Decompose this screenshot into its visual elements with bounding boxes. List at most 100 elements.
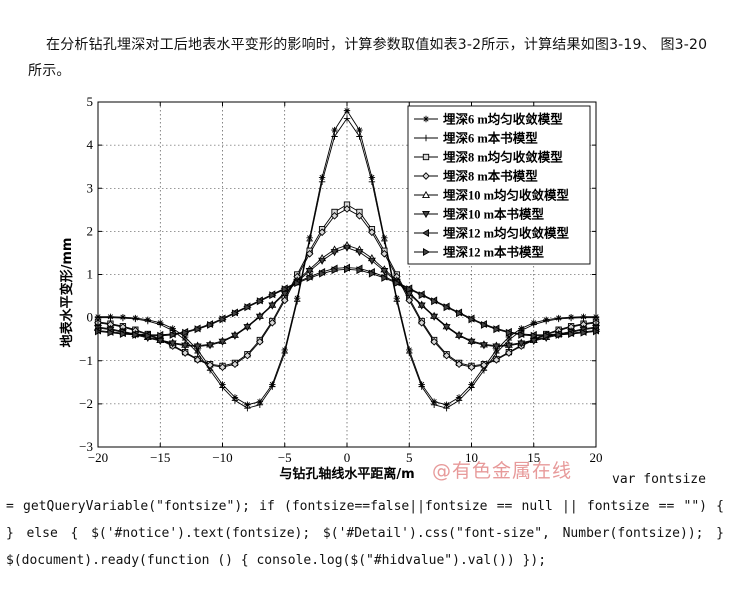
data-point	[356, 133, 363, 140]
data-point	[543, 317, 550, 325]
data-point	[417, 302, 426, 310]
x-tick-label: −10	[212, 450, 232, 465]
legend-item: 埋深6 m本书模型	[414, 131, 538, 146]
data-point	[231, 360, 239, 369]
data-point	[206, 342, 215, 350]
data-point	[244, 303, 252, 312]
data-point	[480, 320, 489, 329]
data-point	[493, 349, 500, 357]
data-point	[479, 342, 488, 350]
data-point	[530, 321, 537, 328]
legend-marker	[422, 134, 430, 142]
data-point	[343, 265, 352, 274]
data-point	[443, 404, 450, 412]
script-text-rest: = getQueryVariable("fontsize"); if (font…	[6, 499, 724, 568]
data-point	[281, 349, 288, 357]
data-point	[132, 315, 139, 323]
legend-label: 埋深6 m本书模型	[443, 131, 538, 146]
data-point	[157, 331, 165, 340]
y-tick-label: 1	[87, 267, 94, 282]
script-text: var fontsize = getQueryVariable("fontsiz…	[6, 466, 724, 574]
legend-item: 埋深6 m均匀收敛模型	[414, 112, 563, 127]
data-point	[306, 273, 314, 282]
legend-label: 埋深12 m本书模型	[443, 245, 545, 260]
data-point	[492, 343, 501, 351]
data-point	[430, 313, 439, 321]
data-point	[244, 401, 251, 408]
data-point	[543, 331, 551, 340]
data-point	[331, 126, 338, 134]
legend-label: 埋深10 m均匀收敛模型	[443, 188, 570, 203]
data-point	[368, 228, 376, 237]
data-point	[343, 205, 351, 213]
data-point	[107, 314, 114, 321]
data-point	[219, 384, 226, 391]
data-point	[381, 237, 388, 245]
data-point	[294, 298, 301, 305]
data-point	[318, 228, 326, 237]
legend-marker	[422, 190, 430, 199]
legend-item: 埋深8 m均匀收敛模型	[414, 150, 563, 165]
data-point	[231, 309, 240, 318]
legend-item: 埋深12 m均匀收敛模型	[414, 226, 570, 241]
data-point	[157, 321, 164, 328]
legend-item: 埋深8 m本书模型	[414, 169, 538, 184]
data-point	[406, 285, 414, 294]
data-point	[194, 349, 201, 357]
data-point	[405, 296, 414, 305]
data-point	[330, 212, 339, 220]
data-point	[231, 397, 239, 404]
data-point	[480, 361, 488, 369]
data-point	[356, 266, 364, 275]
intro-paragraph: 在分析钻孔埋深对工后地表水平变形的影响时，计算参数取值如表3-2所示，计算结果如…	[28, 37, 708, 79]
data-point	[193, 343, 202, 351]
data-point	[343, 244, 351, 252]
data-point	[418, 291, 426, 300]
data-point	[568, 330, 576, 338]
legend-marker	[422, 115, 430, 123]
y-axis-label: 地表水平变形/mm	[59, 238, 75, 348]
data-point	[380, 249, 389, 258]
data-point	[281, 285, 289, 294]
legend-item: 埋深10 m本书模型	[414, 207, 545, 222]
x-tick-label: 20	[590, 450, 603, 465]
data-point	[305, 268, 314, 276]
data-point	[492, 356, 501, 364]
data-point	[467, 363, 476, 372]
series-8	[94, 265, 601, 340]
data-point	[230, 332, 239, 340]
data-point	[331, 133, 338, 140]
data-point	[456, 309, 464, 318]
data-point	[380, 268, 389, 276]
data-point	[168, 340, 177, 348]
legend-marker	[422, 153, 430, 161]
data-point	[156, 337, 165, 346]
y-tick-label: −1	[79, 353, 93, 368]
data-point	[367, 257, 376, 265]
data-point	[107, 328, 115, 337]
legend-marker	[422, 172, 430, 180]
legend-label: 埋深6 m均匀收敛模型	[443, 112, 563, 127]
data-point	[132, 330, 140, 339]
data-point	[144, 317, 151, 325]
legend-box	[407, 105, 591, 265]
y-tick-label: 3	[87, 180, 94, 195]
data-point	[194, 325, 202, 334]
data-point	[567, 314, 575, 322]
data-point	[493, 325, 501, 334]
data-point	[455, 332, 464, 340]
data-point	[207, 320, 215, 329]
data-point	[305, 249, 314, 258]
data-point	[505, 349, 513, 357]
data-point	[193, 356, 202, 364]
data-point	[468, 384, 475, 391]
data-point	[580, 328, 588, 337]
data-point	[330, 249, 339, 257]
y-tick-label: 5	[87, 94, 94, 109]
data-point	[255, 313, 264, 321]
data-point	[529, 337, 538, 346]
data-point	[356, 126, 363, 134]
data-point	[269, 291, 277, 300]
y-tick-label: 2	[87, 223, 94, 238]
